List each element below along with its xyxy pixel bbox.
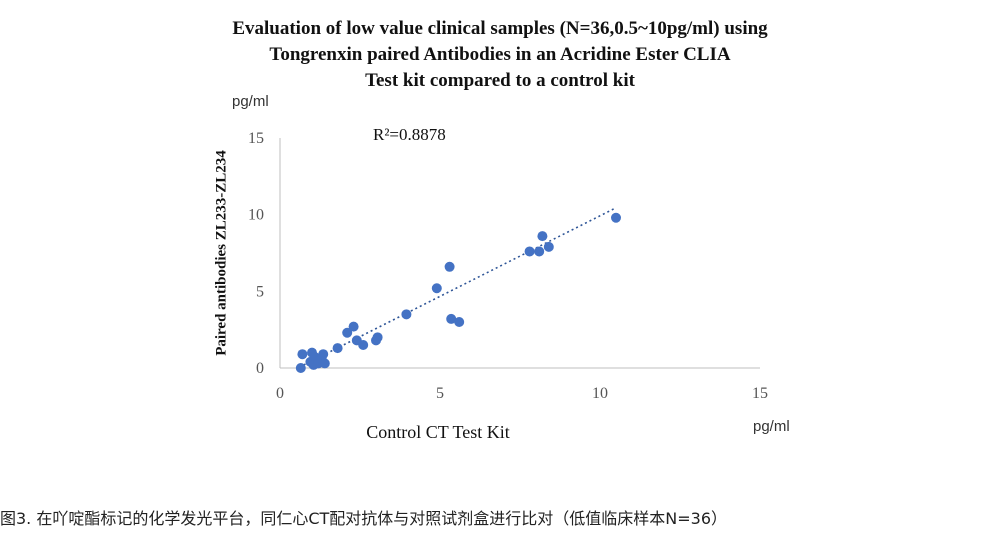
data-point: [537, 231, 548, 242]
data-point: [611, 212, 621, 223]
data-point: [348, 321, 359, 332]
data-point: [372, 332, 383, 343]
x-tick-label: 15: [752, 385, 768, 402]
axes-group: [279, 138, 760, 369]
y-tick-label: 15: [248, 130, 264, 147]
x-tick-label: 0: [276, 385, 284, 402]
data-point: [332, 343, 343, 354]
x-tick-label: 5: [436, 385, 444, 402]
tick-labels-group: 0 5 10 15 0 5 10 15: [248, 130, 768, 402]
y-tick-label: 10: [248, 207, 264, 224]
data-point: [431, 283, 442, 294]
data-point: [446, 313, 457, 324]
points-group: [295, 212, 621, 373]
y-tick-label: 0: [256, 360, 264, 377]
y-tick-label: 5: [256, 283, 264, 300]
trendline-group: [298, 207, 617, 368]
x-axis-unit: pg/ml: [753, 418, 790, 435]
data-point: [297, 349, 308, 360]
data-point: [524, 246, 535, 257]
chart-title-line-1: Evaluation of low value clinical samples…: [232, 18, 768, 39]
data-point: [358, 340, 369, 350]
data-point: [534, 246, 545, 257]
data-point: [444, 261, 455, 272]
x-tick-label: 10: [592, 385, 608, 402]
chart-title: Evaluation of low value clinical samples…: [190, 16, 810, 94]
data-point: [342, 327, 353, 338]
data-point: [401, 309, 412, 320]
data-point: [318, 349, 329, 360]
data-point: [543, 241, 554, 252]
trendline: [298, 207, 617, 368]
data-point: [454, 317, 465, 327]
y-axis-unit: pg/ml: [232, 93, 269, 110]
x-axis-label: Control CT Test Kit: [366, 422, 510, 442]
data-point: [319, 358, 330, 369]
chart-title-line-2: Tongrenxin paired Antibodies in an Acrid…: [269, 44, 731, 65]
chart-title-line-3: Test kit compared to a control kit: [365, 70, 635, 91]
r-squared-annotation: R²=0.8878: [373, 125, 446, 144]
data-point: [295, 363, 306, 373]
figure-caption: 图3. 在吖啶酯标记的化学发光平台，同仁心CT配对抗体与对照试剂盒进行比对（低值…: [0, 509, 728, 528]
